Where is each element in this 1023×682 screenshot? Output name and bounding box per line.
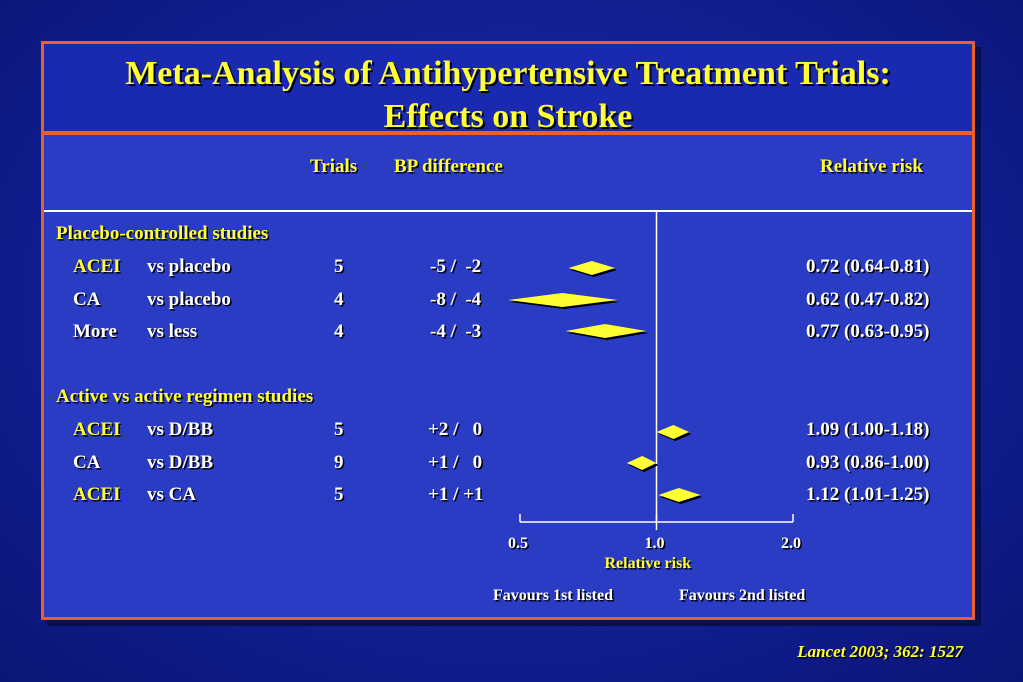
row-drug: ACEI [73, 256, 121, 277]
row-rr-text: 1.12 (1.01-1.25) [806, 484, 930, 505]
row-comparison: vs placebo [147, 289, 231, 310]
row-comparison: vs placebo [147, 256, 231, 277]
row-comparison: vs D/BB [147, 452, 213, 473]
row-bp: -4 / -3 [430, 321, 482, 342]
row-bp: -5 / -2 [430, 256, 482, 277]
row-drug: ACEI [73, 484, 121, 505]
row-comparison: vs less [147, 321, 198, 342]
title-panel: Meta-Analysis of Antihypertensive Treatm… [41, 41, 975, 135]
citation: Lancet 2003; 362: 1527 [797, 642, 963, 661]
header-bp-difference: BP difference [394, 156, 503, 177]
row-drug: More [73, 321, 117, 342]
row-rr-text: 0.77 (0.63-0.95) [806, 321, 930, 342]
x-axis-label: Relative risk [604, 555, 692, 572]
diamond-marker [658, 488, 701, 502]
tick-label-2.0: 2.0 [781, 535, 801, 552]
row-bp: +2 / 0 [428, 419, 483, 440]
row-trials: 4 [334, 289, 344, 310]
diamond-marker [568, 261, 616, 275]
title-line-1: Meta-Analysis of Antihypertensive Treatm… [125, 55, 891, 92]
row-bp: -8 / -4 [430, 289, 482, 310]
diamond-marker [626, 456, 657, 470]
row-comparison: vs D/BB [147, 419, 213, 440]
diamond-marker [565, 324, 647, 338]
row-bp: +1 / +1 [428, 484, 484, 505]
row-comparison: vs CA [147, 484, 197, 505]
content-panel [41, 132, 975, 620]
diamond-marker [507, 293, 618, 307]
row-trials: 5 [334, 484, 344, 505]
row-trials: 4 [334, 321, 344, 342]
row-rr-text: 1.09 (1.00-1.18) [806, 419, 930, 440]
header-divider [44, 210, 972, 212]
header-trials: Trials [310, 156, 358, 177]
row-drug: CA [73, 289, 101, 310]
row-trials: 5 [334, 256, 344, 277]
left-annotation: Favours 1st listed [493, 587, 613, 604]
row-trials: 5 [334, 419, 344, 440]
tick-label-0.5: 0.5 [508, 535, 528, 552]
row-rr-text: 0.72 (0.64-0.81) [806, 256, 930, 277]
title-line-2: Effects on Stroke [383, 98, 633, 135]
row-bp: +1 / 0 [428, 452, 483, 473]
section-heading-active: Active vs active regimen studies [56, 386, 314, 407]
tick-label-1.0: 1.0 [644, 535, 665, 552]
row-drug: CA [73, 452, 101, 473]
section-heading-placebo: Placebo-controlled studies [56, 223, 269, 244]
row-trials: 9 [334, 452, 344, 473]
row-rr-text: 0.93 (0.86-1.00) [806, 452, 930, 473]
row-drug: ACEI [73, 419, 121, 440]
row-rr-text: 0.62 (0.47-0.82) [806, 289, 930, 310]
diamond-marker [656, 425, 690, 439]
right-annotation: Favours 2nd listed [679, 587, 806, 604]
header-relative-risk: Relative risk [820, 156, 923, 177]
